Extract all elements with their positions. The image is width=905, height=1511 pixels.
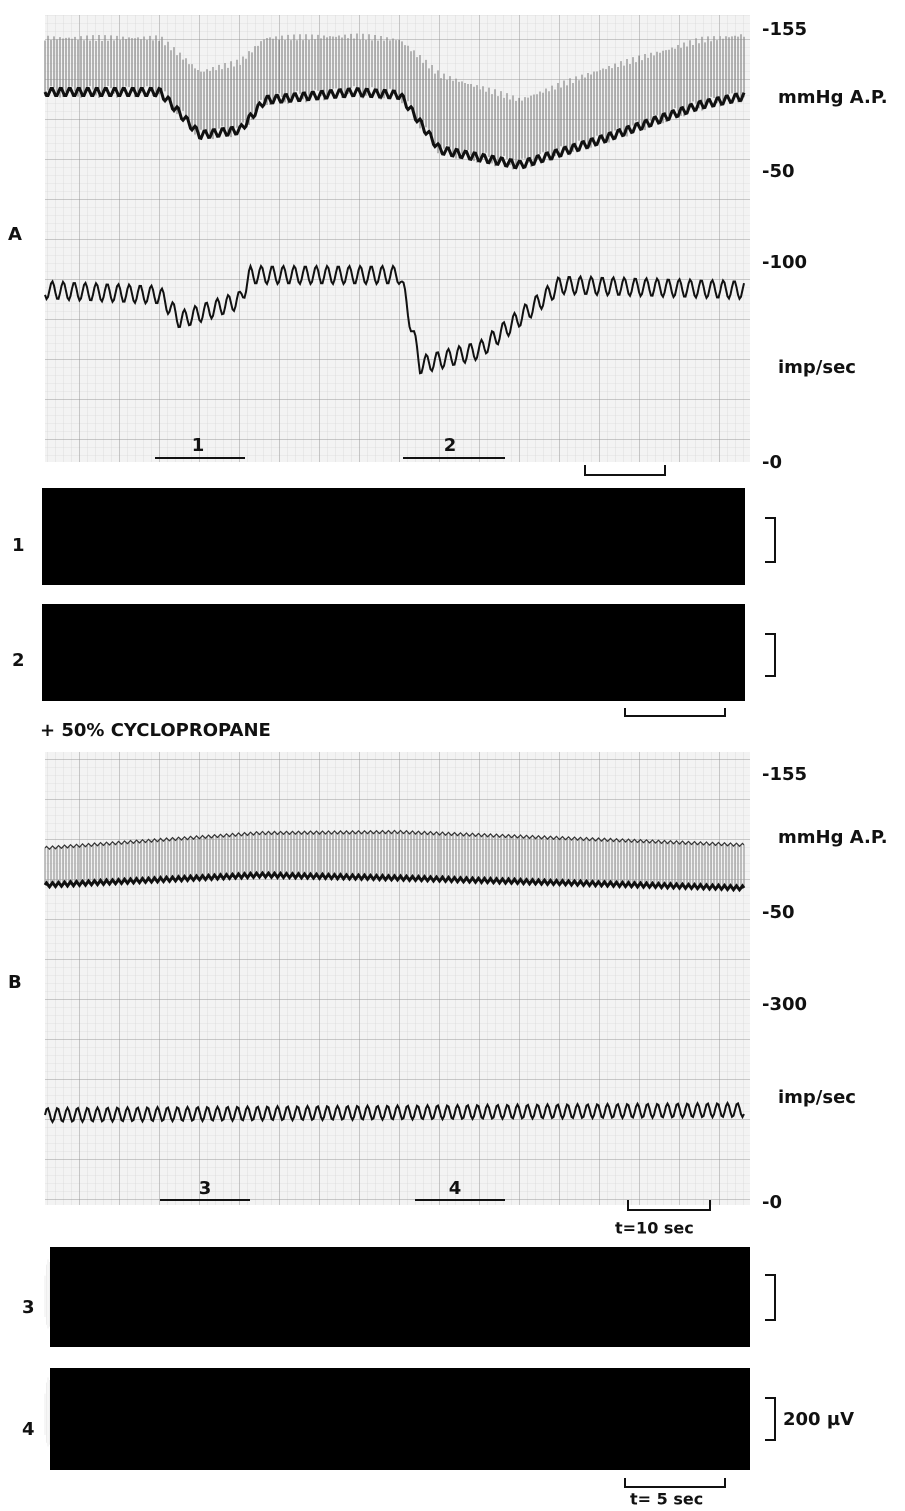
panel-label: B [8, 972, 22, 993]
scale-label: -155 [762, 19, 807, 40]
recording [42, 488, 745, 585]
scale-label: -50 [762, 161, 795, 182]
time-scale: t=10 sec [615, 1219, 694, 1238]
recording [42, 604, 745, 701]
recording-label: 3 [22, 1297, 35, 1318]
recording-label: 4 [22, 1419, 35, 1440]
trace [43, 870, 746, 893]
scale-label: imp/sec [778, 357, 856, 378]
trace [44, 33, 745, 170]
grid [45, 15, 750, 462]
scale-label: mmHg A.P. [778, 87, 888, 108]
trace [44, 832, 745, 888]
recording-label: 1 [12, 535, 25, 556]
scale-label: -0 [762, 1192, 782, 1213]
scale-label: mmHg A.P. [778, 827, 888, 848]
recording [50, 1247, 750, 1347]
trace [44, 263, 745, 375]
panel-label: A [8, 224, 22, 245]
scale-label: -0 [762, 452, 782, 473]
time-bracket [624, 708, 726, 717]
scale-label: -100 [762, 252, 807, 273]
trace [44, 829, 745, 851]
amplitude-bracket [765, 1274, 776, 1321]
trace [44, 1100, 745, 1125]
period-label: 3 [199, 1178, 212, 1199]
scale-label: imp/sec [778, 1087, 856, 1108]
amplitude-bracket [765, 633, 776, 677]
time-bracket [624, 1478, 726, 1488]
annotation: + 50% CYCLOPROPANE [40, 720, 271, 741]
period-label: 1 [192, 435, 205, 456]
amplitude-bracket [765, 517, 776, 563]
time-bracket [627, 1200, 711, 1211]
time-bracket [584, 465, 666, 476]
period-label: 2 [444, 435, 457, 456]
time-scale: t= 5 sec [630, 1490, 703, 1509]
scale-label: -50 [762, 902, 795, 923]
amplitude-bracket [765, 1397, 776, 1441]
grid [45, 752, 750, 1205]
scale-label: -300 [762, 994, 807, 1015]
scale-label: -155 [762, 764, 807, 785]
trace [43, 86, 746, 170]
period-label: 4 [449, 1178, 462, 1199]
amplitude-scale: 200 µV [783, 1409, 854, 1430]
recording [50, 1368, 750, 1470]
recording-label: 2 [12, 650, 25, 671]
